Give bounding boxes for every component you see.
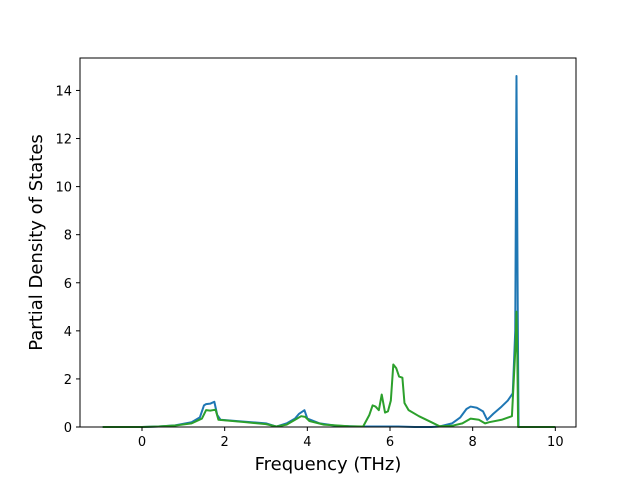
x-axis-label: Frequency (THz): [255, 454, 402, 475]
plot-background: [80, 58, 576, 427]
x-tick-label: 4: [303, 435, 311, 450]
y-tick-label: 4: [64, 325, 72, 340]
y-tick-label: 0: [64, 421, 72, 436]
x-tick-label: 0: [138, 435, 146, 450]
x-tick-label: 8: [469, 435, 477, 450]
x-tick-label: 6: [386, 435, 394, 450]
y-axis-label: Partial Density of States: [26, 134, 47, 351]
y-tick-label: 6: [64, 277, 72, 292]
x-tick-label: 10: [547, 435, 564, 450]
y-tick-label: 2: [64, 373, 72, 388]
y-tick-label: 14: [55, 84, 72, 99]
y-tick-label: 12: [55, 133, 72, 148]
x-axis-ticks: 0 2 4 6 8 10: [138, 427, 564, 450]
y-tick-label: 8: [64, 229, 72, 244]
x-tick-label: 2: [221, 435, 229, 450]
series-layer: [102, 75, 556, 428]
y-tick-label: 10: [55, 181, 72, 196]
plot-frame: [79, 57, 577, 428]
series-line-2: [102, 310, 556, 428]
y-axis-ticks: 0 2 4 6 8 10 12 14: [55, 84, 80, 436]
